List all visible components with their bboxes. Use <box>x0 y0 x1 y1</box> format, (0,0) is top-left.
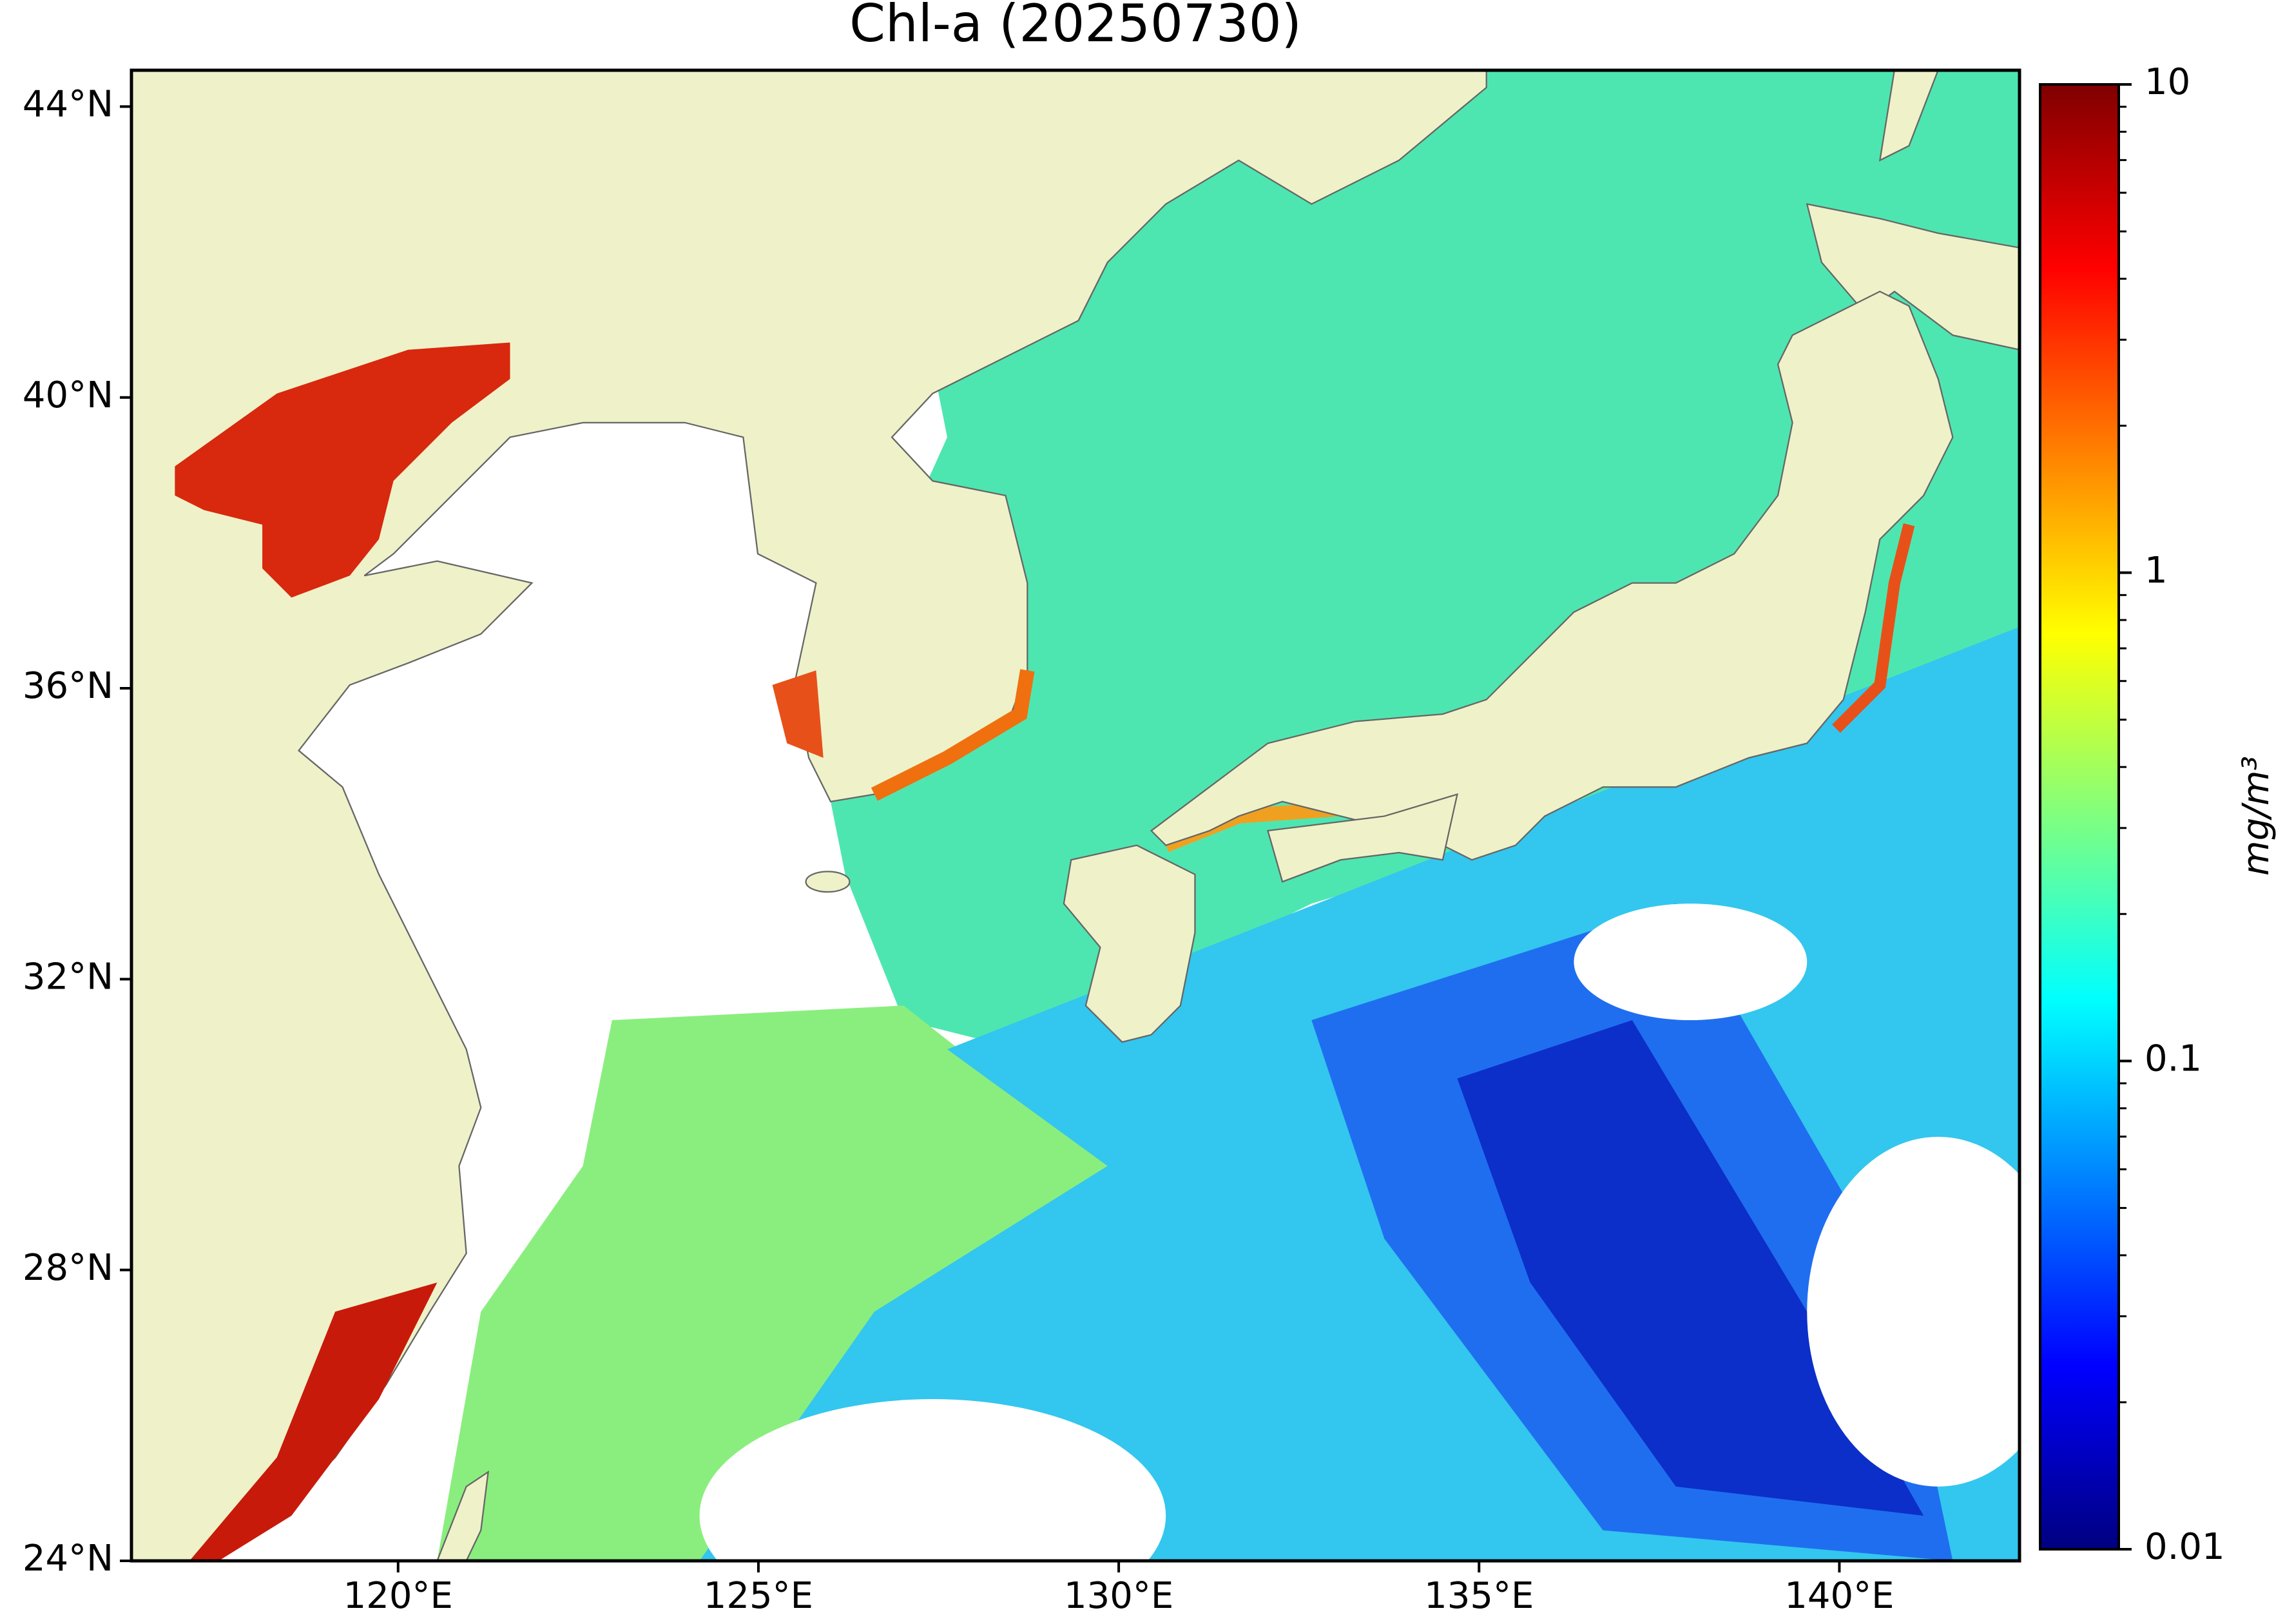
plot-frame <box>130 68 2021 1563</box>
colorbar-tick-label: 1 <box>2145 550 2168 592</box>
y-tick-label: 44°N <box>23 84 113 126</box>
map-area <box>131 70 2020 1561</box>
colorbar <box>2039 83 2120 1551</box>
colorbar-tick-label: 0.01 <box>2145 1526 2225 1568</box>
y-tick-label: 24°N <box>23 1538 113 1580</box>
y-tick-label: 40°N <box>23 374 113 416</box>
colorbar-label: mg/m³ <box>2235 756 2277 876</box>
colorbar-tick-label: 10 <box>2145 61 2190 103</box>
colorbar-tick-label: 0.1 <box>2145 1038 2202 1079</box>
x-tick-label: 125°E <box>704 1575 813 1617</box>
x-tick-label: 140°E <box>1784 1575 1894 1617</box>
x-tick-label: 135°E <box>1424 1575 1534 1617</box>
y-tick-label: 32°N <box>23 956 113 998</box>
chart-title: Chl-a (20250730) <box>849 0 1302 53</box>
y-tick-label: 36°N <box>23 665 113 707</box>
x-tick-label: 130°E <box>1064 1575 1173 1617</box>
x-tick-label: 120°E <box>343 1575 453 1617</box>
y-tick-label: 28°N <box>23 1247 113 1289</box>
